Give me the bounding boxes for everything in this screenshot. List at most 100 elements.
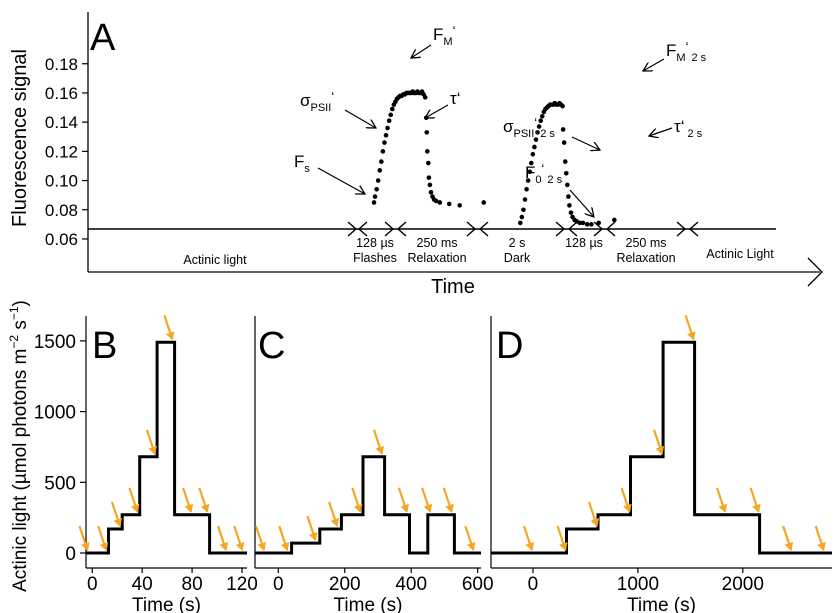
data-point [567,203,572,208]
data-point [437,200,443,205]
phase-label-bottom: Actinic Light [706,247,774,261]
data-point [433,198,439,204]
measurement-arrow [128,487,140,513]
phase-arrow [384,221,395,237]
x-tick-label: 0 [87,574,98,595]
measurement-arrow [782,525,794,551]
phase-arrow [357,221,368,237]
data-point [612,217,617,223]
annotation-arrow [411,44,432,58]
data-point [565,182,570,188]
annotation-arrow [571,136,600,150]
data-point [563,170,569,176]
panel-a-xlabel: Time [431,276,475,298]
measurement-arrow [198,487,210,513]
data-point [522,197,528,202]
panel-a-y-ticks: 0.06 0.08 0.10 0.12 0.14 0.16 0.18 [45,55,88,249]
panel-a-annotations: FM‘ σPSII‘ τ‘ Fs FM‘2 s σPSII‘2 [294,23,707,217]
data-point [530,151,536,157]
data-point [525,178,531,183]
phase-label-top: 128 µs [565,236,603,250]
panel-a-ylabel: Fluorescence signal [9,49,31,227]
measurement-arrow [110,501,123,527]
x-tick-label: 80 [182,574,203,595]
data-point [375,178,381,183]
data-point [457,203,462,208]
bottom-y-ticks: 0 500 1000 1500 [34,332,86,565]
data-point [386,118,392,123]
light-step-line [255,455,481,555]
annotation-arrow [317,167,365,194]
y-tick-label: 0.16 [45,84,78,103]
measurement-arrow [278,525,290,551]
data-point [426,175,432,180]
y-tick-label: 500 [44,473,76,494]
panel-b-letter: B [92,325,117,367]
y-tick-label: 0.10 [45,172,78,191]
data-point [388,112,394,118]
data-point [446,201,452,207]
annotation-f0-2s: F0‘2 s [525,161,563,186]
data-point [382,140,387,145]
data-point [566,194,571,199]
light-step-line [86,340,247,555]
measurement-arrow [97,525,109,551]
phase-arrow [478,221,489,237]
data-point [426,160,431,166]
data-point [560,103,565,109]
data-point [383,132,389,138]
x-tick-label: 1000 [617,574,659,595]
measurement-arrow [620,487,632,513]
measurement-arrow [351,487,363,513]
panel-c: C 0 200 400 600 Time (s) [254,316,494,613]
data-point [424,149,430,154]
y-tick-label: 1000 [34,403,76,424]
bottom-ylabel: Actinic light (µmol photons m−2 s−1) [7,300,31,592]
data-point [580,220,586,226]
light-step-line [491,340,832,555]
y-tick-label: 0.14 [45,113,78,132]
annotation-arrow [344,109,376,128]
annotation-sigma: σPSII‘ [300,89,334,114]
data-point [527,169,533,175]
measurement-arrow [254,525,267,551]
measurement-arrow [442,487,454,513]
phase-label-top: 128 µs [356,236,394,250]
data-point [427,182,433,188]
y-tick-label: 0.12 [45,142,78,161]
measurement-arrow [216,525,229,551]
measurement-arrow [715,487,728,513]
panel-a-x-arrowhead [807,257,823,287]
data-point [379,159,384,164]
measurement-arrow [464,525,476,551]
y-tick-label: 0.18 [45,55,78,74]
annotation-arrow [649,127,673,136]
annotation-arrow [425,104,449,118]
data-point [528,160,534,166]
panel-a: A Fluorescence signal Time 0.060.080.100… [9,12,823,298]
x-tick-label: 0 [528,574,539,595]
x-tick-label: 600 [462,574,494,595]
data-point [562,159,568,164]
phase-arrow [688,221,699,237]
panel-b: B 0 40 80 120 Time (s) [78,314,258,613]
measurement-arrow [145,429,157,455]
panel-d-plot: 0 1000 2000 Time (s) [491,314,832,613]
data-point [589,222,594,227]
data-point [535,130,540,135]
panel-b-plot: 0 40 80 120 Time (s) [78,314,258,613]
measurement-arrow [163,314,175,341]
data-point [524,187,529,192]
measurement-arrow [233,525,245,551]
measurement-arrow [397,487,409,513]
measurement-arrow [421,487,433,513]
phase-arrow [347,221,358,237]
measurement-arrow [749,487,761,513]
data-point [518,220,523,226]
phase-arrow [555,221,566,237]
data-point [428,189,434,195]
y-tick-label: 0.08 [45,201,78,220]
x-tick-label: 40 [132,574,153,595]
x-tick-label: 120 [226,574,258,595]
data-point [389,106,395,112]
